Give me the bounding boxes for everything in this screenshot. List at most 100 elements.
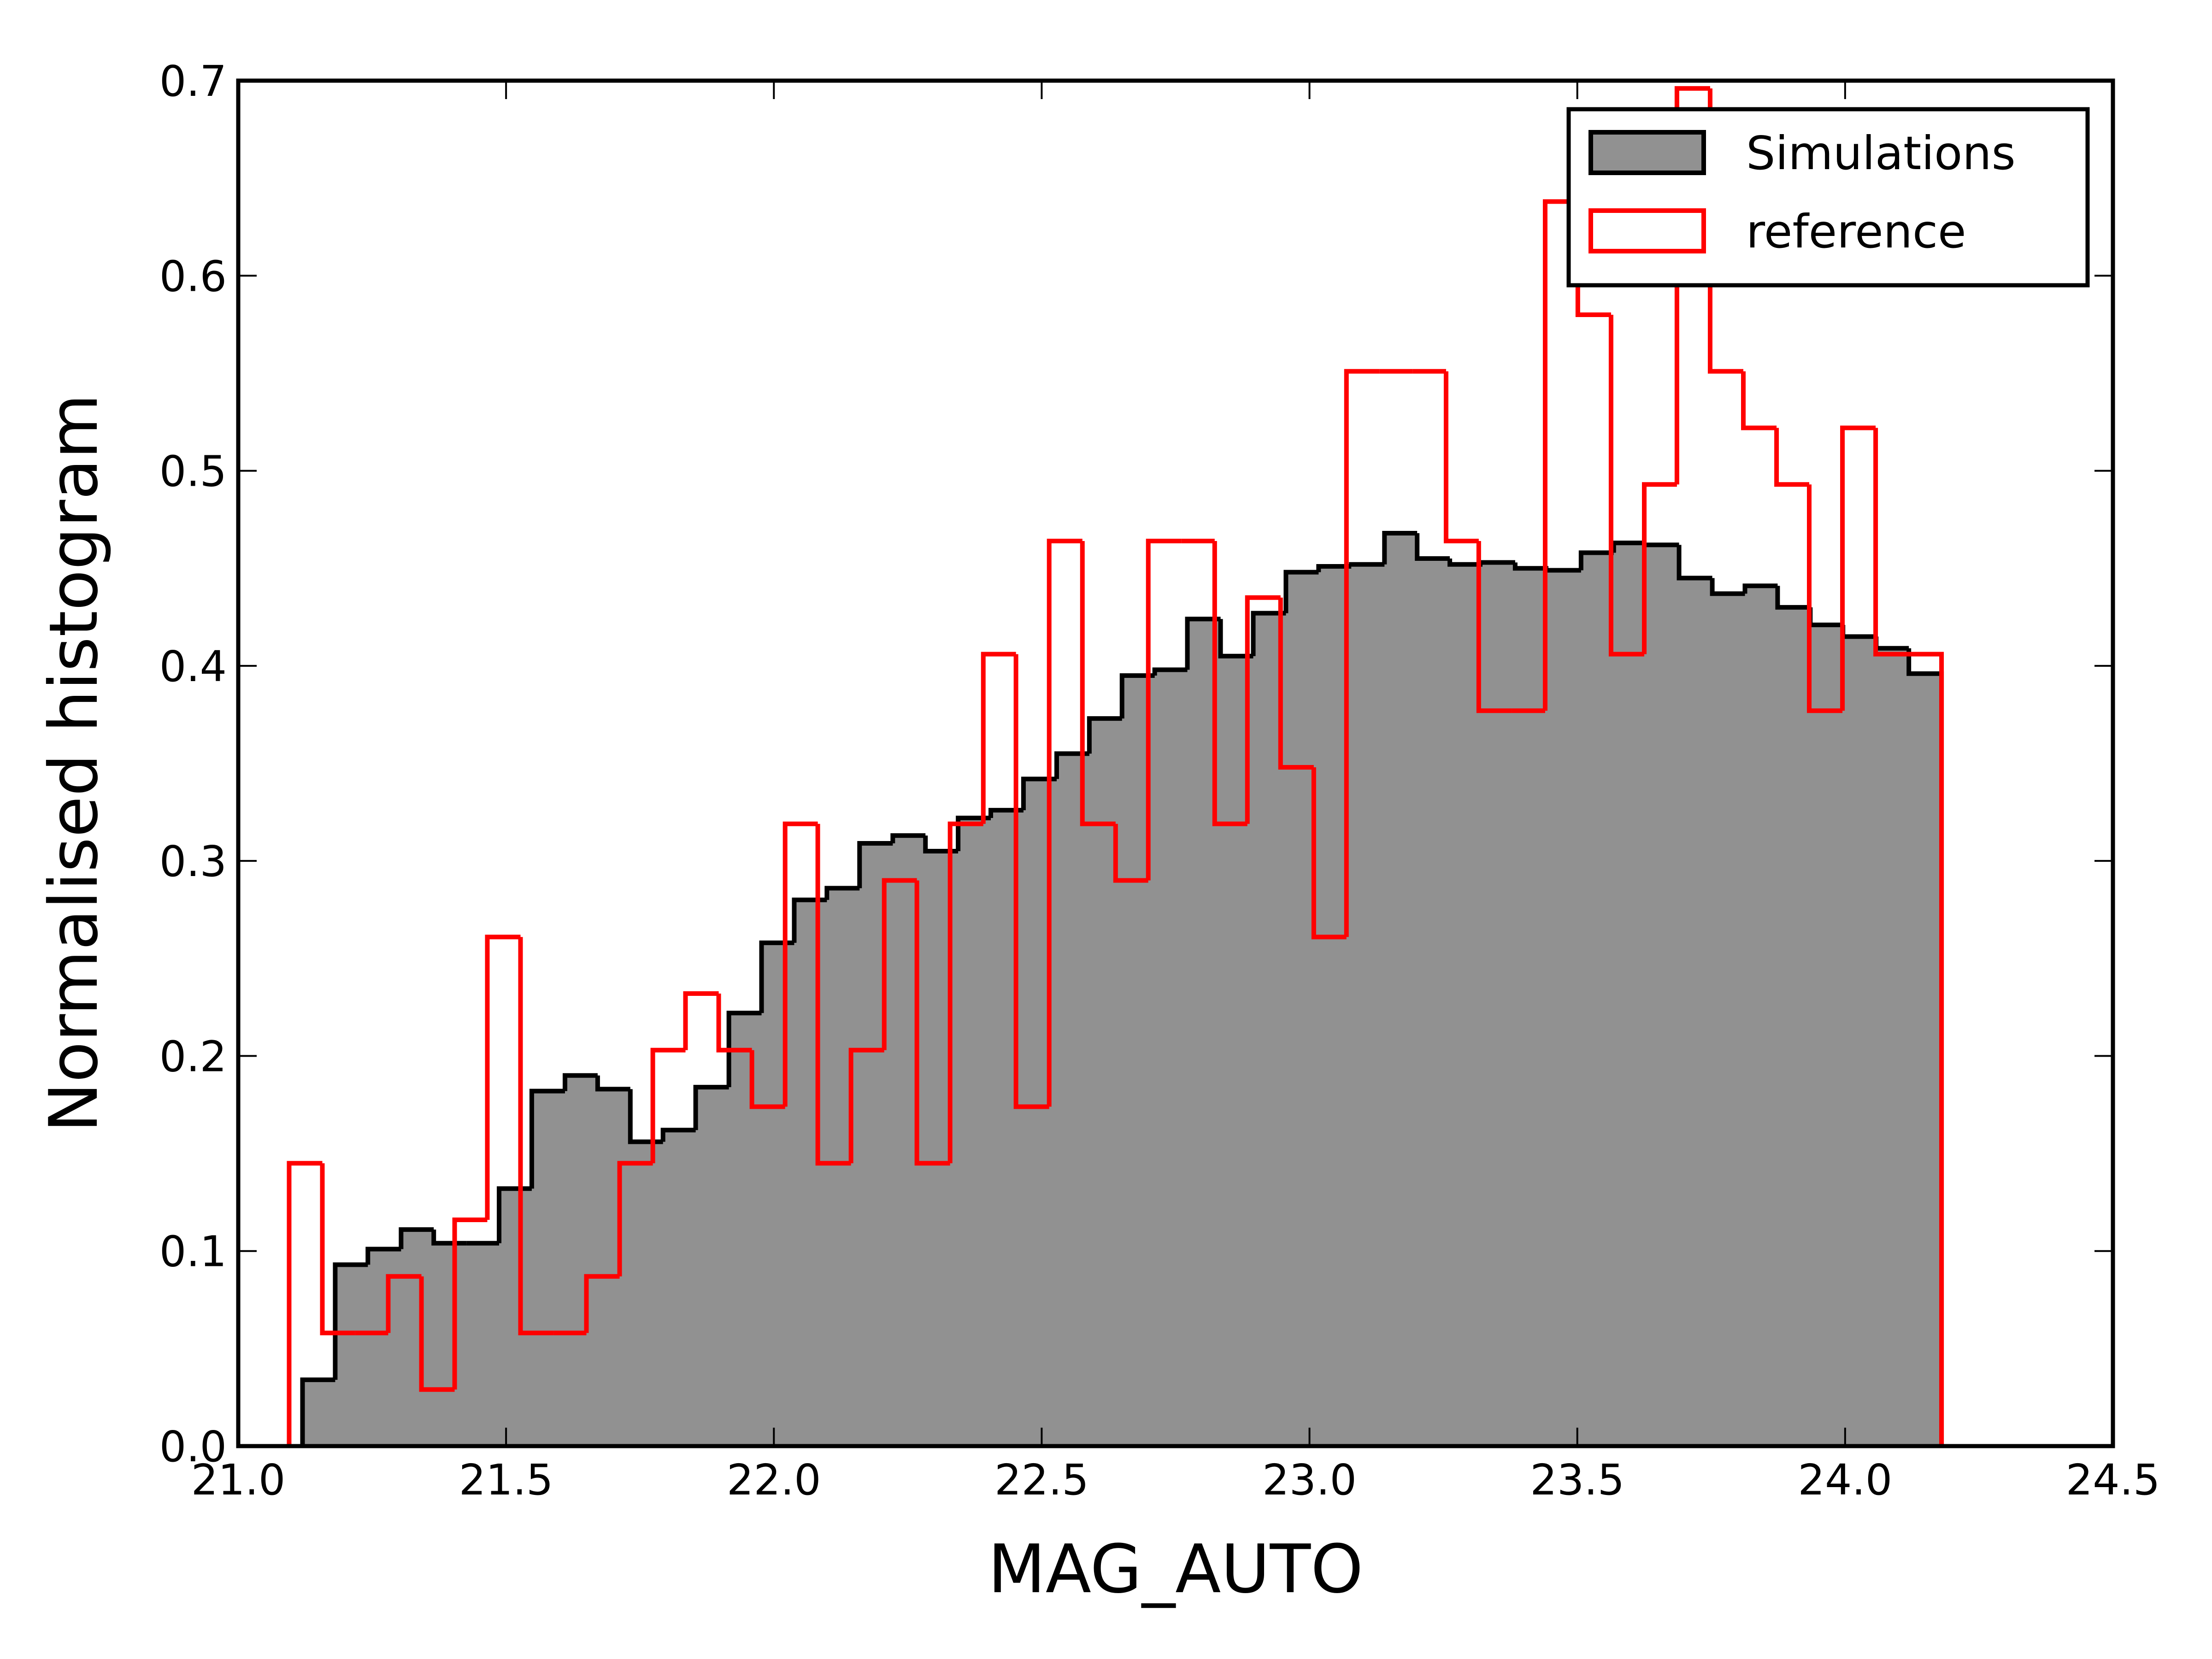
hist-step <box>1873 428 1909 657</box>
hist-step <box>981 652 1016 824</box>
hist-step <box>1608 314 1644 657</box>
hist-step <box>333 1262 368 1380</box>
x-tick-label: 23.0 <box>1262 1455 1357 1505</box>
hist-step <box>890 833 926 844</box>
hist-step <box>485 935 521 1220</box>
hist-step <box>1382 531 1418 565</box>
hist-step <box>848 1047 884 1164</box>
hist-step <box>562 1073 598 1091</box>
hist-step <box>1152 667 1188 676</box>
hist-step <box>1212 541 1247 826</box>
hist-step <box>1443 371 1479 543</box>
hist-step <box>1642 482 1677 654</box>
hist-step <box>1113 824 1148 883</box>
hist-step <box>650 1047 686 1164</box>
hist-step <box>1480 560 1515 565</box>
histogram-series <box>300 531 1944 1446</box>
hist-bar <box>925 851 959 1446</box>
hist-step <box>628 1089 663 1144</box>
legend-label: Simulations <box>1746 126 2016 180</box>
hist-bar <box>499 1188 532 1446</box>
hist-step <box>1741 371 1777 430</box>
x-tick-label: 24.5 <box>2066 1455 2160 1505</box>
hist-step <box>320 1163 355 1335</box>
hist-step <box>1021 777 1057 811</box>
hist-bar <box>1482 562 1516 1446</box>
hist-bar <box>695 1087 729 1446</box>
hist-step <box>386 1274 422 1333</box>
hist-bar <box>1548 570 1582 1446</box>
legend-swatch <box>1588 130 1706 175</box>
hist-bar <box>531 1091 565 1446</box>
hist-step <box>1251 611 1286 656</box>
hist-bar <box>1909 673 1942 1446</box>
hist-step <box>399 1227 434 1249</box>
y-tick-label: 0.3 <box>159 837 227 886</box>
hist-step <box>1644 542 1679 547</box>
hist-bar <box>1679 578 1713 1446</box>
hist-step <box>287 1161 323 1446</box>
hist-step <box>1611 541 1647 553</box>
hist-step <box>1415 533 1450 561</box>
hist-step <box>419 1276 455 1392</box>
hist-bar <box>597 1089 631 1446</box>
hist-step <box>431 1230 467 1246</box>
hist-step <box>693 1085 729 1130</box>
hist-bar <box>1581 553 1614 1446</box>
hist-bar <box>827 888 860 1446</box>
hist-step <box>584 1274 620 1333</box>
y-axis-label: Normalised histogram <box>35 394 113 1133</box>
plot-frame <box>236 78 2115 1448</box>
hist-step <box>1806 484 1843 713</box>
hist-step <box>1316 564 1352 572</box>
y-tick-label: 0.2 <box>159 1032 227 1081</box>
hist-step <box>1674 86 1710 485</box>
hist-bar <box>859 843 893 1446</box>
hist-step <box>716 993 752 1053</box>
hist-step <box>1146 538 1182 881</box>
hist-bar <box>1154 670 1188 1446</box>
hist-step <box>1283 570 1319 613</box>
hist-step <box>988 808 1024 818</box>
hist-step <box>1578 550 1614 571</box>
hist-step <box>1349 562 1385 567</box>
hist-step <box>1546 568 1581 573</box>
hist-step <box>1512 562 1548 571</box>
hist-step <box>815 824 851 1166</box>
hist-step <box>1185 617 1221 670</box>
hist-bar <box>1712 594 1746 1446</box>
hist-step <box>518 937 554 1335</box>
hist-bar <box>1843 636 1877 1446</box>
hist-step <box>726 1011 762 1088</box>
hist-step <box>1047 538 1082 1107</box>
hist-step <box>1841 624 1877 639</box>
hist-bar <box>434 1243 467 1446</box>
x-tick-label: 21.5 <box>459 1455 553 1505</box>
hist-bar <box>466 1243 500 1446</box>
hist-bar <box>1384 533 1418 1446</box>
hist-step <box>1013 654 1049 1109</box>
hist-step <box>956 816 991 851</box>
hist-bar <box>1023 779 1057 1446</box>
hist-step <box>300 1377 335 1446</box>
y-tick-label: 0.5 <box>159 447 227 496</box>
hist-bar <box>1286 572 1319 1446</box>
hist-bar <box>794 900 827 1446</box>
legend-label: reference <box>1746 205 1966 259</box>
hist-bar <box>761 942 794 1446</box>
hist-bar <box>401 1230 434 1446</box>
hist-bar <box>368 1249 401 1446</box>
hist-step <box>683 991 719 1050</box>
legend: Simulations reference <box>1566 107 2090 288</box>
hist-step <box>1677 545 1712 581</box>
hist-step <box>1278 597 1314 770</box>
hist-step <box>1775 586 1811 610</box>
histogram-series <box>287 86 1944 1446</box>
hist-step <box>947 821 983 1164</box>
y-tick-label: 0.7 <box>159 57 227 106</box>
hist-bar <box>335 1265 368 1446</box>
x-tick-label: 24.0 <box>1798 1455 1892 1505</box>
hist-step <box>365 1247 401 1265</box>
hist-bar <box>1745 586 1778 1446</box>
